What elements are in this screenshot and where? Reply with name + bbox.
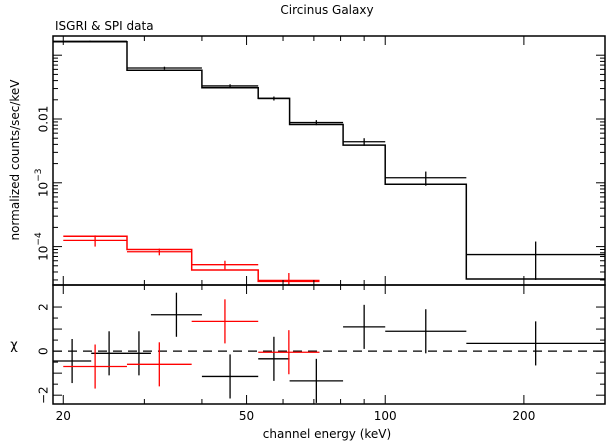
x-tick-label: 100 — [374, 409, 397, 423]
x-tick-label: 200 — [512, 409, 535, 423]
x-axis: 20 50 100 200 — [56, 36, 606, 423]
model-step-line — [53, 41, 605, 280]
model-step-line — [63, 235, 320, 283]
residual-frame — [52, 284, 606, 405]
spectrum-ticks: 10−4 10−3 0.01 — [34, 35, 605, 281]
spectrum-ylabel: normalized counts/sec/keV — [8, 79, 22, 241]
y-tick-label: 10−3 — [34, 169, 51, 198]
y-tick-label: 0.01 — [37, 106, 51, 133]
x-axis-label: channel energy (keV) — [263, 427, 391, 441]
y-tick-label: 0 — [37, 347, 51, 355]
residual-ticks: −2 0 2 — [37, 303, 605, 404]
y-tick-label: −2 — [37, 386, 51, 404]
residual-series-layer — [53, 292, 605, 403]
spectrum-series-layer — [53, 40, 605, 285]
y-tick-label: 10−4 — [34, 232, 51, 261]
x-tick-label: 50 — [239, 409, 254, 423]
y-tick-label: 2 — [37, 303, 51, 311]
spectrum-frame — [52, 35, 606, 286]
residual-ylabel: χ — [10, 338, 18, 353]
data-annotation: ISGRI & SPI data — [55, 19, 154, 33]
spectrum-panel: 10−4 10−3 0.01 normalized counts/sec/keV — [8, 35, 606, 286]
x-tick-label: 20 — [56, 409, 71, 423]
residual-panel: −2 0 2 χ — [10, 284, 606, 405]
chart-title: Circinus Galaxy — [280, 3, 373, 17]
